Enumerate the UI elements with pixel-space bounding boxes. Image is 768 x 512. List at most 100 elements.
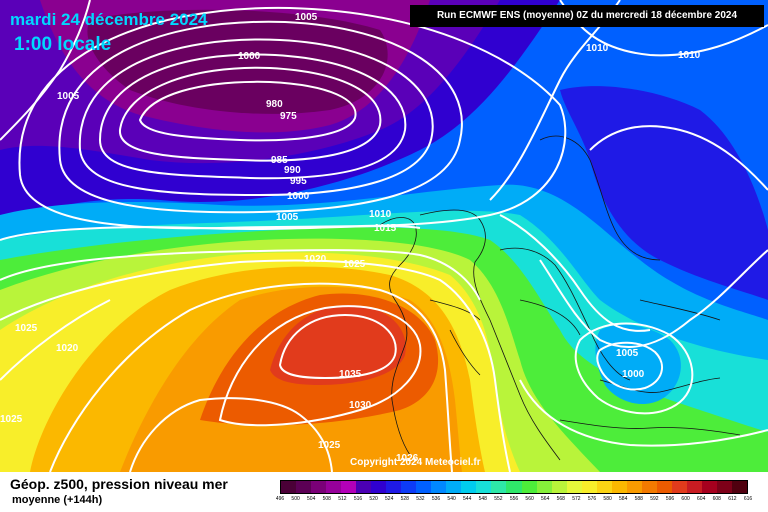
isobar-label: 1010 (678, 50, 701, 61)
legend-tick-label: 612 (728, 496, 737, 502)
isobar-label: 1020 (56, 343, 79, 354)
legend-swatch (611, 481, 627, 493)
isobar-label: 1026 (396, 453, 419, 464)
legend-swatch (341, 481, 357, 493)
legend-tick-label: 596 (665, 496, 675, 502)
field-blue-east (560, 86, 768, 300)
isobar-label: 1000 (238, 51, 261, 62)
legend-swatch (356, 481, 372, 493)
run-info: Run ECMWF ENS (moyenne) 0Z du mercredi 1… (410, 5, 764, 27)
weather-map: 1005 1000 980 975 985 990 995 1000 1005 … (0, 0, 768, 472)
legend-tick-label: 500 (291, 496, 300, 502)
isobar-label: 1005 (295, 12, 318, 23)
legend-swatch (521, 481, 537, 493)
legend-swatch (476, 481, 492, 493)
legend-swatch (581, 481, 597, 493)
legend-swatch (551, 481, 567, 493)
legend-ticks: 496 500 504 508 512 516 520 524 528 532 536 540 544 5… (276, 494, 752, 506)
parameter-title: Géop. z500, pression niveau mer (10, 476, 228, 492)
legend-swatch (461, 481, 477, 493)
isobar-labels: 1005 1000 980 975 985 990 995 1000 1005 … (0, 12, 701, 464)
map-layer: 1005 1000 980 975 985 990 995 1000 1005 … (0, 0, 768, 472)
field-red (270, 305, 406, 385)
legend-tick-label: 588 (634, 496, 643, 502)
legend-tick-label: 560 (525, 496, 534, 502)
legend-tick-label: 540 (447, 496, 456, 502)
legend-tick-label: 508 (322, 496, 331, 502)
isobar-label: 1030 (349, 400, 372, 411)
legend-swatch (371, 481, 387, 493)
legend-tick-label: 572 (572, 496, 581, 502)
isobar-label: 1025 (0, 414, 23, 425)
legend-tick-label: 520 (369, 496, 378, 502)
legend-tick-label: 532 (416, 496, 425, 502)
legend-swatch (491, 481, 507, 493)
isobar-label: 995 (290, 176, 307, 187)
isobar-label: 1005 (57, 91, 80, 102)
legend-tick-label: 564 (541, 496, 550, 502)
isobar-label: 1035 (339, 369, 362, 380)
legend-swatch (416, 481, 432, 493)
legend-swatch (686, 481, 702, 493)
legend-swatches (280, 480, 748, 494)
legend-tick-label: 536 (431, 496, 441, 502)
isobar-label: 1000 (622, 369, 645, 380)
isobar-label: 1005 (616, 348, 639, 359)
isobar-label: 1025 (318, 440, 341, 451)
legend-swatch (626, 481, 642, 493)
legend-tick-label: 580 (603, 496, 612, 502)
forecast-time: 1:00 locale (14, 34, 112, 55)
legend-swatch (506, 481, 522, 493)
legend-swatch (566, 481, 582, 493)
legend-swatch (716, 481, 732, 493)
isobar-label: 1010 (586, 43, 609, 54)
legend-swatch (401, 481, 417, 493)
legend-tick-label: 576 (587, 496, 597, 502)
legend-tick-label: 604 (697, 496, 706, 502)
footer: Géop. z500, pression niveau mer moyenne … (0, 472, 768, 512)
legend-tick-label: 516 (353, 496, 363, 502)
isobar-label: 1000 (287, 191, 310, 202)
isobar-label: 1025 (15, 323, 38, 334)
isobar-label: 990 (284, 165, 301, 176)
legend-tick-label: 556 (509, 496, 519, 502)
legend-tick-label: 552 (494, 496, 503, 502)
legend-swatch (641, 481, 657, 493)
color-legend: 496 500 504 508 512 516 520 524 528 532 536 540 544 5… (276, 480, 752, 510)
legend-swatch (731, 481, 747, 493)
legend-tick-label: 568 (556, 496, 565, 502)
legend-tick-label: 496 (275, 496, 285, 502)
legend-tick-label: 592 (650, 496, 659, 502)
legend-tick-label: 616 (743, 496, 753, 502)
legend-swatch (701, 481, 717, 493)
legend-swatch (446, 481, 462, 493)
isobar-label: 985 (271, 155, 288, 166)
isobar-label: 1025 (343, 259, 366, 270)
isobar-label: 1015 (374, 223, 397, 234)
legend-swatch (386, 481, 402, 493)
copyright: Copyright 2024 Meteociel.fr (350, 457, 481, 468)
legend-tick-label: 524 (385, 496, 394, 502)
isobar-label: 1010 (369, 209, 392, 220)
legend-swatch (536, 481, 552, 493)
legend-tick-label: 600 (681, 496, 690, 502)
legend-tick-label: 504 (307, 496, 316, 502)
legend-tick-label: 548 (478, 496, 487, 502)
legend-swatch (431, 481, 447, 493)
isobars (0, 0, 768, 472)
legend-swatch (671, 481, 687, 493)
isobar-label: 975 (280, 111, 297, 122)
forecast-date: mardi 24 décembre 2024 (10, 10, 208, 29)
legend-tick-label: 584 (619, 496, 628, 502)
legend-swatch (281, 481, 297, 493)
legend-tick-label: 608 (712, 496, 721, 502)
legend-swatch (296, 481, 312, 493)
legend-swatch (311, 481, 327, 493)
legend-swatch (326, 481, 342, 493)
legend-swatch (656, 481, 672, 493)
isobar-label: 1020 (304, 254, 327, 265)
legend-tick-label: 512 (338, 496, 347, 502)
isobar-label: 980 (266, 99, 283, 110)
legend-tick-label: 544 (463, 496, 472, 502)
